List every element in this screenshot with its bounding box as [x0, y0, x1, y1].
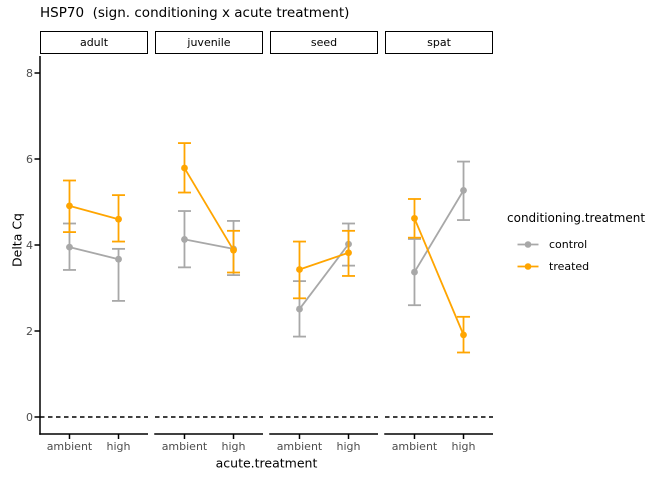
- facet-strip-seed: seed: [270, 31, 378, 54]
- data-point-treated: [296, 266, 303, 273]
- series-line-treated: [413, 217, 465, 336]
- x-tick-label-ambient: ambient: [46, 440, 93, 453]
- data-point-control: [115, 255, 122, 263]
- legend-label-treated: treated: [549, 259, 590, 273]
- data-point-control: [181, 236, 188, 243]
- series-line-control: [298, 243, 350, 310]
- data-point-treated: [411, 214, 418, 222]
- x-tick-label-ambient: ambient: [276, 440, 323, 453]
- legend-key-control-icon: [517, 241, 539, 248]
- data-point-treated: [181, 164, 188, 172]
- y-tick-label-2: 2: [26, 324, 33, 338]
- x-tick-label-high: high: [221, 440, 246, 453]
- y-tick-label-6: 6: [26, 152, 33, 166]
- data-point-control: [66, 243, 73, 251]
- series-line-control: [413, 189, 465, 273]
- legend-title: conditioning.treatment: [507, 211, 646, 225]
- data-point-treated: [230, 246, 237, 254]
- series-line-control: [69, 246, 119, 261]
- data-point-control: [460, 186, 467, 194]
- data-point-treated: [115, 215, 122, 223]
- facet-strip-adult: adult: [40, 31, 148, 54]
- x-tick-label-ambient: ambient: [161, 440, 208, 453]
- y-axis-title: Delta Cq: [9, 213, 25, 267]
- x-tick-label-ambient: ambient: [391, 440, 438, 453]
- facet-strip-juvenile: juvenile: [155, 31, 263, 54]
- legend-label-control: control: [549, 238, 588, 251]
- x-tick-label-high: high: [106, 440, 131, 453]
- x-tick-label-high: high: [336, 440, 361, 453]
- legend-entry-treated: treated: [516, 259, 589, 274]
- data-point-treated: [345, 249, 352, 257]
- data-point-treated: [66, 202, 73, 210]
- data-point-control: [296, 305, 303, 313]
- x-axis-title: acute.treatment: [215, 455, 318, 471]
- data-point-control: [411, 268, 418, 276]
- legend-entry-control: control: [516, 237, 587, 252]
- facet-strip-spat: spat: [385, 31, 493, 54]
- data-point-treated: [460, 331, 467, 339]
- x-tick-label-high: high: [451, 440, 476, 453]
- series-line-treated: [183, 167, 235, 251]
- y-tick-label-4: 4: [26, 238, 33, 252]
- y-tick-label-0: 0: [26, 410, 33, 424]
- series-line-treated: [299, 251, 349, 271]
- chart-title: HSP70 (sign. conditioning x acute treatm…: [40, 5, 350, 21]
- y-tick-label-8: 8: [26, 66, 33, 80]
- series-line-treated: [69, 205, 119, 221]
- legend-key-treated-icon: [517, 262, 539, 270]
- series-line-control: [184, 238, 234, 250]
